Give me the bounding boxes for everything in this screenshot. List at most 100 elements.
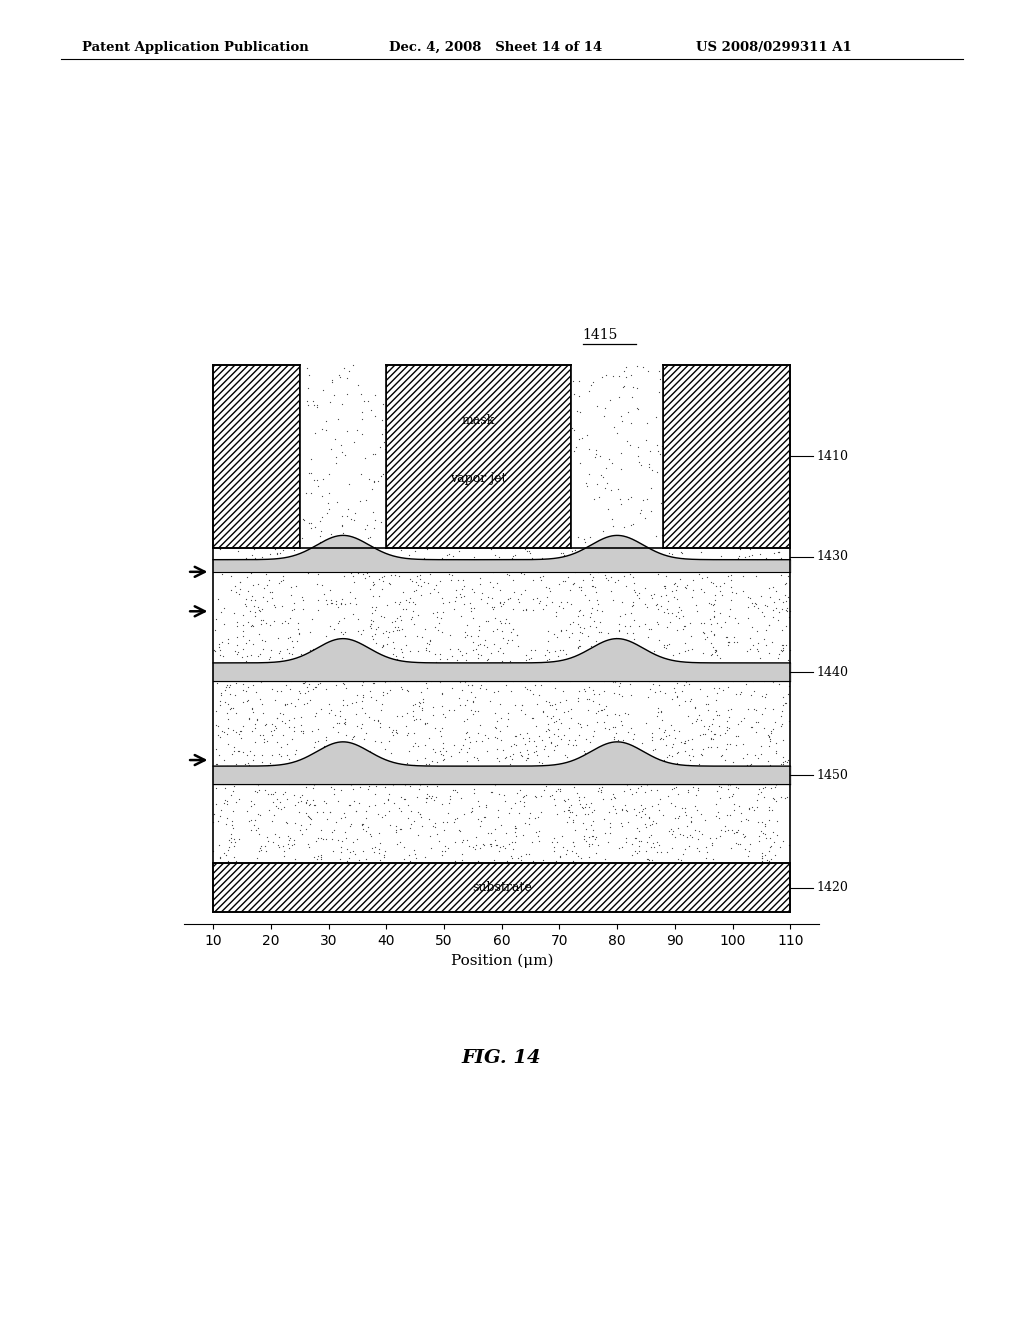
- Point: [322, 801, 338, 822]
- Point: [671, 602, 687, 623]
- Point: [770, 541, 786, 562]
- Point: [308, 395, 325, 416]
- Point: [629, 585, 645, 606]
- Point: [251, 824, 267, 845]
- Point: [219, 723, 236, 744]
- Point: [423, 837, 439, 858]
- Point: [266, 610, 283, 631]
- Point: [761, 578, 777, 599]
- Point: [343, 508, 359, 529]
- Point: [293, 791, 309, 812]
- Point: [708, 793, 724, 814]
- Point: [362, 612, 379, 634]
- Point: [674, 797, 690, 818]
- Point: [283, 577, 299, 598]
- Point: [504, 665, 520, 686]
- Point: [613, 631, 630, 652]
- Point: [593, 700, 609, 721]
- Point: [248, 682, 264, 704]
- Point: [676, 675, 692, 696]
- Point: [372, 833, 388, 854]
- Point: [583, 814, 599, 836]
- Point: [618, 775, 635, 796]
- Point: [420, 653, 436, 675]
- Point: [299, 358, 315, 379]
- Point: [227, 754, 244, 775]
- Point: [374, 754, 390, 775]
- Point: [288, 739, 304, 760]
- Point: [248, 820, 264, 841]
- Point: [419, 775, 435, 796]
- Point: [348, 640, 365, 661]
- Point: [502, 587, 518, 609]
- Point: [565, 441, 582, 462]
- Point: [734, 771, 751, 792]
- Point: [723, 698, 739, 719]
- Point: [430, 668, 446, 689]
- Point: [335, 689, 351, 710]
- Point: [247, 718, 263, 739]
- Point: [220, 557, 237, 578]
- Point: [771, 673, 787, 694]
- Point: [267, 715, 284, 737]
- Point: [660, 821, 677, 842]
- Point: [626, 610, 642, 631]
- Point: [210, 715, 226, 737]
- Point: [392, 610, 409, 631]
- Point: [604, 671, 621, 692]
- Point: [546, 723, 562, 744]
- Point: [710, 760, 726, 781]
- Point: [464, 797, 480, 818]
- Point: [243, 615, 259, 636]
- Point: [378, 758, 394, 779]
- Point: [666, 820, 682, 841]
- Point: [641, 457, 657, 478]
- Point: [465, 704, 481, 725]
- Point: [349, 746, 366, 767]
- Point: [686, 552, 702, 573]
- Point: [415, 692, 431, 713]
- Point: [515, 727, 531, 748]
- Point: [437, 558, 454, 579]
- Point: [380, 801, 396, 822]
- Point: [298, 661, 314, 682]
- Point: [329, 810, 345, 832]
- Point: [765, 822, 781, 843]
- Point: [555, 546, 571, 568]
- Point: [644, 814, 660, 836]
- Point: [472, 810, 488, 832]
- Point: [307, 677, 324, 698]
- Point: [221, 698, 238, 719]
- Point: [652, 729, 669, 750]
- Point: [707, 554, 723, 576]
- Point: [393, 552, 410, 573]
- Point: [240, 690, 256, 711]
- Point: [401, 568, 418, 589]
- Point: [680, 780, 696, 801]
- Point: [348, 829, 365, 850]
- Point: [486, 775, 503, 796]
- Point: [516, 791, 532, 812]
- Point: [376, 750, 392, 771]
- Point: [340, 550, 356, 572]
- Point: [279, 734, 295, 755]
- Point: [605, 726, 622, 747]
- Point: [245, 701, 261, 722]
- Point: [589, 589, 605, 610]
- Point: [565, 832, 582, 853]
- Point: [641, 826, 657, 847]
- Point: [459, 751, 475, 772]
- Point: [735, 655, 752, 676]
- Point: [558, 619, 574, 640]
- Point: [297, 682, 313, 704]
- Point: [309, 730, 326, 751]
- Point: [691, 821, 708, 842]
- Point: [263, 721, 280, 742]
- Point: [582, 564, 598, 585]
- Point: [616, 516, 633, 537]
- Point: [663, 758, 679, 779]
- Point: [292, 659, 308, 680]
- Point: [393, 800, 410, 821]
- Point: [469, 643, 485, 664]
- Point: [368, 747, 384, 768]
